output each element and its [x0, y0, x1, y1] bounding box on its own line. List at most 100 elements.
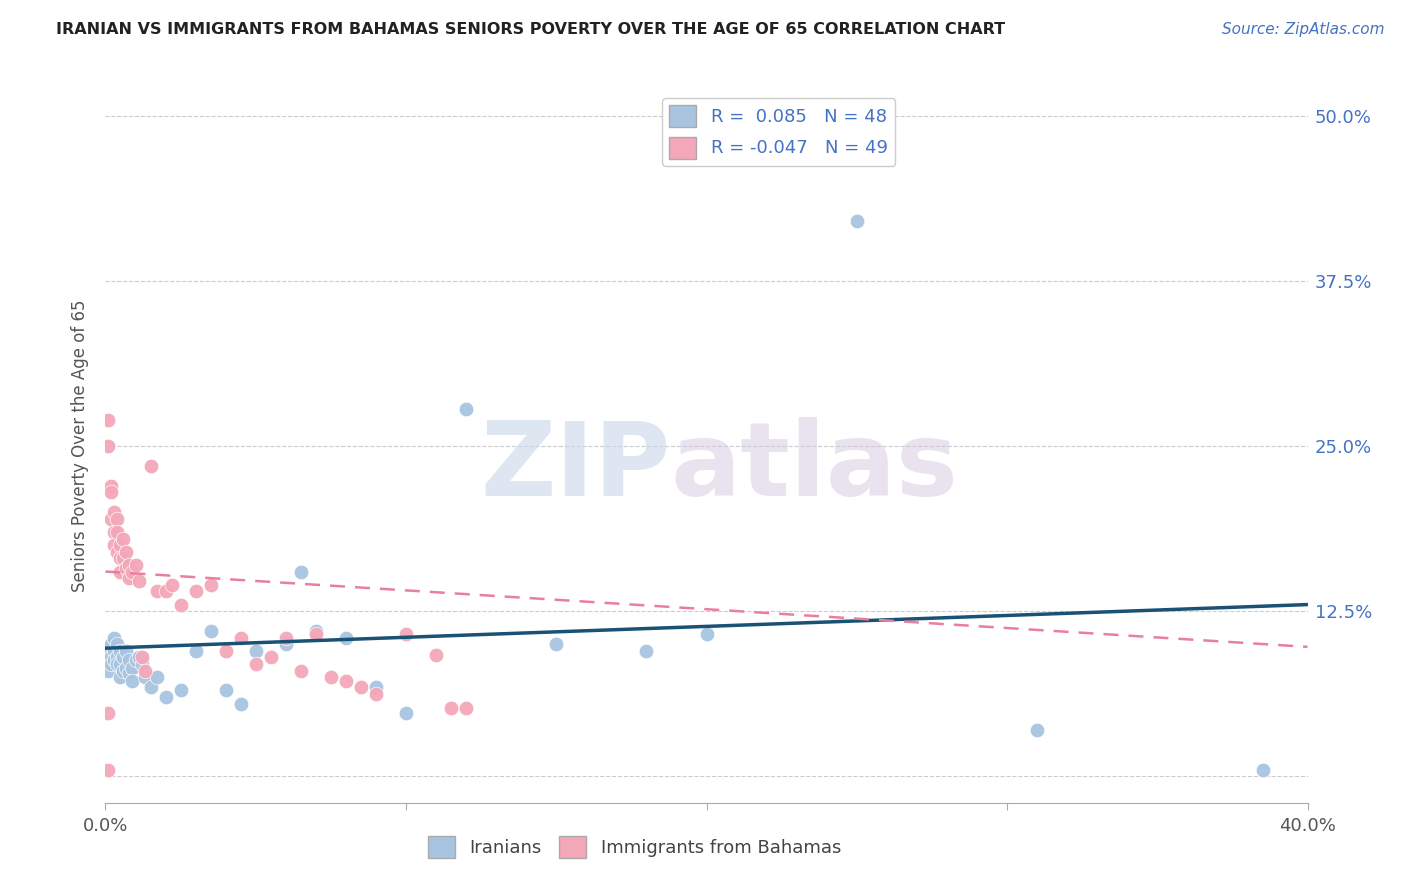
Point — [97, 763, 120, 777]
Point — [112, 650, 135, 665]
Point — [100, 650, 122, 665]
Point — [200, 624, 222, 638]
Point — [364, 688, 387, 702]
Point — [115, 661, 138, 675]
Point — [121, 674, 143, 689]
Point — [110, 670, 132, 684]
Point — [546, 637, 568, 651]
Point — [636, 644, 658, 658]
Point — [184, 584, 207, 599]
Point — [107, 650, 129, 665]
Point — [155, 690, 177, 704]
Point — [100, 478, 122, 492]
Point — [97, 664, 120, 678]
Point — [107, 511, 129, 525]
Point — [395, 626, 418, 640]
Point — [103, 653, 125, 667]
Point — [131, 657, 153, 671]
Point — [100, 657, 122, 671]
Point — [118, 666, 141, 681]
Point — [335, 631, 357, 645]
Point — [214, 644, 236, 658]
Point — [97, 439, 120, 453]
Y-axis label: Seniors Poverty Over the Age of 65: Seniors Poverty Over the Age of 65 — [72, 300, 90, 592]
Point — [290, 565, 312, 579]
Point — [696, 626, 718, 640]
Point — [100, 637, 122, 651]
Point — [107, 524, 129, 539]
Point — [107, 545, 129, 559]
Point — [103, 631, 125, 645]
Point — [245, 644, 267, 658]
Point — [110, 565, 132, 579]
Point — [395, 706, 418, 720]
Point — [274, 631, 297, 645]
Point — [454, 700, 477, 714]
Point — [155, 584, 177, 599]
Point — [169, 598, 191, 612]
Point — [124, 558, 146, 572]
Point — [110, 657, 132, 671]
Point — [100, 485, 122, 500]
Point — [145, 670, 167, 684]
Point — [107, 637, 129, 651]
Point — [115, 545, 138, 559]
Point — [110, 644, 132, 658]
Point — [103, 505, 125, 519]
Text: atlas: atlas — [671, 417, 959, 518]
Point — [112, 532, 135, 546]
Point — [305, 624, 328, 638]
Point — [97, 412, 120, 426]
Point — [131, 650, 153, 665]
Point — [274, 637, 297, 651]
Point — [214, 683, 236, 698]
Point — [139, 458, 162, 473]
Point — [97, 706, 120, 720]
Legend: Iranians, Immigrants from Bahamas: Iranians, Immigrants from Bahamas — [420, 829, 848, 865]
Point — [118, 653, 141, 667]
Point — [1251, 763, 1274, 777]
Text: ZIP: ZIP — [479, 417, 671, 518]
Point — [103, 524, 125, 539]
Point — [145, 584, 167, 599]
Point — [103, 644, 125, 658]
Point — [229, 631, 252, 645]
Point — [319, 670, 342, 684]
Point — [229, 697, 252, 711]
Point — [110, 551, 132, 566]
Point — [160, 578, 183, 592]
Point — [128, 650, 150, 665]
Point — [97, 644, 120, 658]
Point — [100, 511, 122, 525]
Point — [184, 644, 207, 658]
Point — [134, 670, 156, 684]
Point — [350, 680, 373, 694]
Point — [110, 538, 132, 552]
Point — [115, 644, 138, 658]
Point — [128, 574, 150, 588]
Point — [245, 657, 267, 671]
Point — [335, 674, 357, 689]
Point — [118, 571, 141, 585]
Point — [454, 402, 477, 417]
Text: Source: ZipAtlas.com: Source: ZipAtlas.com — [1222, 22, 1385, 37]
Point — [1026, 723, 1049, 738]
Point — [200, 578, 222, 592]
Point — [425, 648, 447, 662]
Point — [112, 664, 135, 678]
Point — [290, 664, 312, 678]
Point — [112, 551, 135, 566]
Point — [103, 538, 125, 552]
Point — [121, 661, 143, 675]
Point — [115, 560, 138, 574]
Point — [845, 214, 868, 228]
Point — [169, 683, 191, 698]
Point — [134, 664, 156, 678]
Text: IRANIAN VS IMMIGRANTS FROM BAHAMAS SENIORS POVERTY OVER THE AGE OF 65 CORRELATIO: IRANIAN VS IMMIGRANTS FROM BAHAMAS SENIO… — [56, 22, 1005, 37]
Point — [440, 700, 463, 714]
Point — [260, 650, 283, 665]
Point — [121, 565, 143, 579]
Point — [305, 626, 328, 640]
Point — [364, 680, 387, 694]
Point — [124, 653, 146, 667]
